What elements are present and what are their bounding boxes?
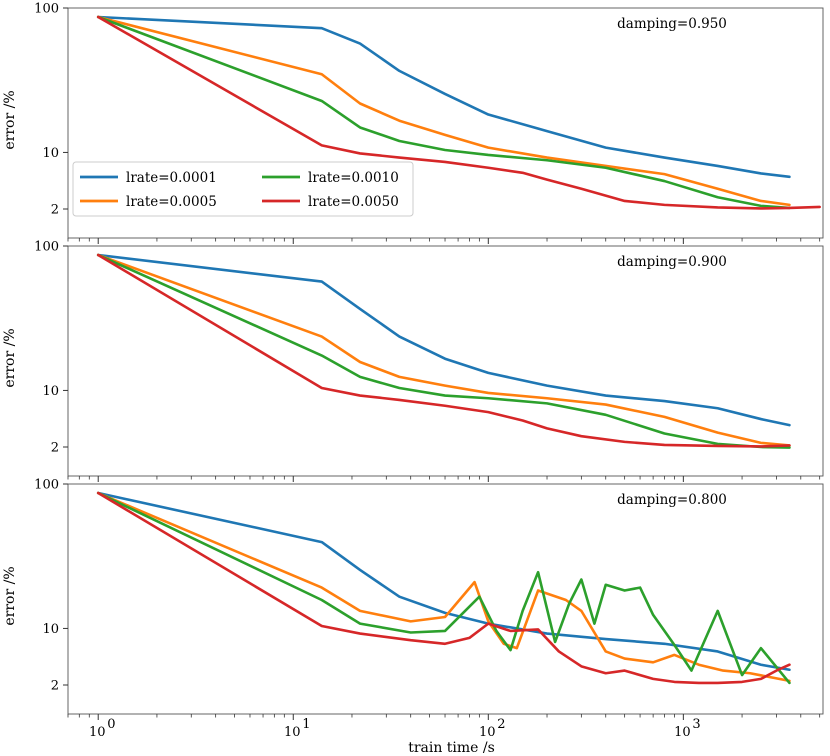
- x-tick-label: 10: [284, 725, 301, 740]
- panel-annotation: damping=0.950: [617, 16, 727, 32]
- series-line-lrate-0-0050: [96, 491, 791, 685]
- panel-annotation: damping=0.900: [617, 254, 727, 270]
- panel-2-series: [96, 253, 791, 449]
- y-tick-label: 100: [34, 478, 59, 493]
- series-line-lrate-0-0005: [96, 253, 791, 447]
- y-tick-label: 100: [34, 2, 59, 17]
- series-line-lrate-0-0001: [96, 15, 791, 179]
- legend-label: lrate=0.0050: [308, 194, 399, 210]
- y-tick-label: 10: [42, 384, 59, 399]
- y-tick-label: 2: [51, 441, 59, 456]
- series-line-lrate-0-0050: [96, 15, 821, 210]
- y-axis-label: error /%: [2, 90, 18, 149]
- x-tick-label: 10: [89, 725, 106, 740]
- panel-2: 2 10 100 error /% damping=0.900: [2, 240, 824, 482]
- panel-3-frame: [67, 483, 824, 715]
- y-tick-label: 2: [51, 203, 59, 218]
- legend-label: lrate=0.0010: [308, 170, 399, 186]
- y-axis-label: error /%: [2, 328, 18, 387]
- series-line-lrate-0-0001: [96, 253, 791, 427]
- x-tick-label-exponent: 1: [302, 717, 310, 732]
- y-tick-label: 2: [51, 679, 59, 694]
- legend-label: lrate=0.0001: [126, 170, 217, 186]
- series-line-lrate-0-0010: [96, 491, 791, 685]
- series-line-lrate-0-0010: [96, 15, 791, 210]
- panel-1-series: [96, 15, 821, 210]
- series-line-lrate-0-0050: [96, 253, 791, 448]
- x-tick-label-exponent: 2: [497, 717, 505, 732]
- x-tick-label: 10: [674, 725, 691, 740]
- legend-frame: [72, 161, 414, 217]
- y-tick-label: 100: [34, 240, 59, 255]
- panel-1-frame: [67, 7, 824, 239]
- y-tick-label: 10: [42, 622, 59, 637]
- x-tick-label-exponent: 3: [692, 717, 700, 732]
- x-axis-label: train time /s: [408, 740, 495, 756]
- series-line-lrate-0-0010: [96, 253, 791, 449]
- legend: lrate=0.0001 lrate=0.0005 lrate=0.0010 lrat…: [72, 161, 414, 217]
- legend-label: lrate=0.0005: [126, 194, 217, 210]
- x-tick-label-exponent: 0: [107, 717, 115, 732]
- y-tick-label: 10: [42, 146, 59, 161]
- x-tick-label: 10: [479, 725, 496, 740]
- series-line-lrate-0-0005: [96, 491, 791, 683]
- panel-2-frame: [67, 245, 824, 477]
- series-line-lrate-0-0005: [96, 15, 791, 207]
- panel-annotation: damping=0.800: [617, 492, 727, 508]
- y-axis-label: error /%: [2, 566, 18, 625]
- panel-3-series: [96, 491, 791, 685]
